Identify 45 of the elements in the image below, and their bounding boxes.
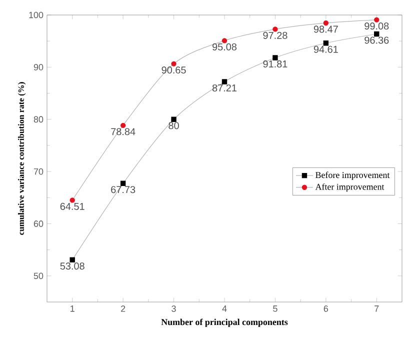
y-tick-label: 100: [29, 12, 44, 18]
legend-label: After improvement: [315, 183, 384, 192]
y-tick-label: 60: [34, 220, 44, 227]
data-label: 67.73: [111, 186, 136, 194]
y-tick-label: 80: [34, 116, 44, 123]
point: [70, 257, 75, 262]
data-label: 97.28: [263, 32, 288, 39]
x-tick-label: 4: [222, 306, 227, 312]
y-axis-title: cumulative variance contribution rate (%): [18, 82, 26, 235]
y-tick-label: 90: [34, 64, 44, 70]
data-label: 91.81: [263, 60, 288, 68]
data-label: 87.21: [212, 84, 236, 92]
data-label: 95.08: [212, 43, 237, 50]
x-axis-title: Number of principal components: [161, 318, 288, 327]
data-label: 78.84: [111, 128, 136, 136]
point: [374, 17, 380, 22]
point: [120, 122, 126, 128]
data-label: 64.51: [60, 202, 84, 210]
point: [323, 20, 329, 26]
point: [171, 116, 176, 122]
point: [323, 40, 329, 46]
point: [120, 180, 126, 186]
data-label: 98.47: [314, 26, 338, 33]
point: [70, 198, 75, 203]
data-label: 99.08: [364, 22, 389, 30]
x-tick-label: 1: [70, 306, 74, 312]
point: [374, 31, 380, 37]
data-label: 90.65: [162, 66, 186, 74]
point: [222, 38, 228, 44]
data-label: 94.61: [314, 46, 338, 53]
x-tick-label: 6: [324, 306, 328, 312]
point: [171, 61, 176, 66]
y-tick-label: 50: [34, 272, 44, 280]
y-tick-label: 70: [34, 168, 44, 175]
data-label: 96.36: [364, 36, 389, 44]
x-tick-label: 7: [374, 306, 379, 312]
x-tick-label: 3: [172, 306, 176, 312]
x-tick-label: 2: [121, 306, 126, 312]
point: [272, 26, 278, 32]
data-label: 53.08: [60, 262, 84, 270]
point: [272, 55, 278, 60]
legend-label: Before improvement: [316, 172, 390, 180]
x-tick-label: 5: [273, 306, 278, 312]
data-label: 80: [168, 122, 179, 130]
point: [222, 79, 228, 84]
